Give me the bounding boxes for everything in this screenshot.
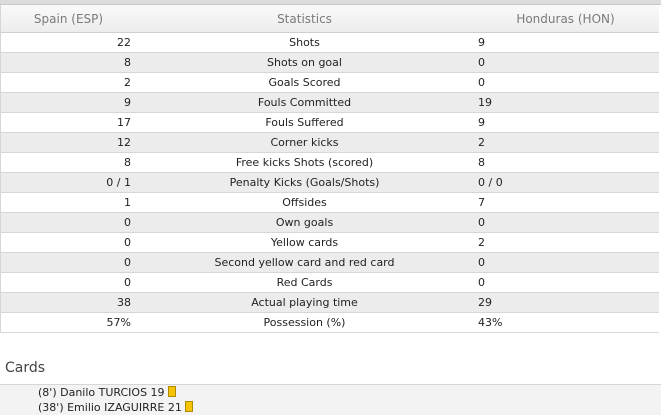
card-event-text: (38') Emilio IZAGUIRRE 21 xyxy=(38,401,182,414)
table-row: 2 Goals Scored 0 xyxy=(0,72,659,93)
away-value: 19 xyxy=(472,92,659,113)
table-row: 1 Offsides 7 xyxy=(0,192,659,213)
table-row: 0 Own goals 0 xyxy=(0,212,659,233)
away-value: 0 xyxy=(472,272,659,293)
match-statistics-table: Spain (ESP) Statistics Honduras (HON) 22… xyxy=(0,5,659,333)
card-event: (38') Emilio IZAGUIRRE 21 xyxy=(0,400,661,415)
stat-label: Yellow cards xyxy=(137,232,472,253)
table-row: 12 Corner kicks 2 xyxy=(0,132,659,153)
stat-label: Penalty Kicks (Goals/Shots) xyxy=(137,172,472,193)
stat-label: Second yellow card and red card xyxy=(137,252,472,273)
yellow-card-icon xyxy=(184,401,193,412)
home-value: 17 xyxy=(0,112,137,133)
table-border xyxy=(0,5,1,333)
table-row: 8 Shots on goal 0 xyxy=(0,52,659,73)
cards-list: (8') Danilo TURCIOS 19 (38') Emilio IZAG… xyxy=(0,384,661,415)
home-value: 0 xyxy=(0,252,137,273)
away-value: 9 xyxy=(472,32,659,53)
away-value: 0 xyxy=(472,212,659,233)
stat-label: Free kicks Shots (scored) xyxy=(137,152,472,173)
home-value: 0 xyxy=(0,232,137,253)
stat-label: Possession (%) xyxy=(137,312,472,333)
home-value: 0 xyxy=(0,272,137,293)
table-row: 8 Free kicks Shots (scored) 8 xyxy=(0,152,659,173)
top-divider xyxy=(0,0,661,5)
stat-label: Fouls Committed xyxy=(137,92,472,113)
away-value: 0 xyxy=(472,252,659,273)
home-value: 22 xyxy=(0,32,137,53)
table-row: 17 Fouls Suffered 9 xyxy=(0,112,659,133)
away-team-header: Honduras (HON) xyxy=(472,5,659,33)
table-row: 0 / 1 Penalty Kicks (Goals/Shots) 0 / 0 xyxy=(0,172,659,193)
away-value: 9 xyxy=(472,112,659,133)
away-value: 0 xyxy=(472,72,659,93)
stat-label: Goals Scored xyxy=(137,72,472,93)
card-event: (8') Danilo TURCIOS 19 xyxy=(0,385,661,400)
statistics-header: Statistics xyxy=(137,5,472,33)
table-row: 0 Red Cards 0 xyxy=(0,272,659,293)
home-value: 8 xyxy=(0,52,137,73)
stat-label: Own goals xyxy=(137,212,472,233)
away-value: 2 xyxy=(472,232,659,253)
table-row: 57% Possession (%) 43% xyxy=(0,312,659,333)
home-value: 2 xyxy=(0,72,137,93)
home-team-header: Spain (ESP) xyxy=(0,5,137,33)
table-header-row: Spain (ESP) Statistics Honduras (HON) xyxy=(0,5,659,33)
stat-label: Actual playing time xyxy=(137,292,472,313)
stat-label: Shots xyxy=(137,32,472,53)
home-value: 38 xyxy=(0,292,137,313)
cards-heading: Cards xyxy=(5,360,46,376)
table-row: 9 Fouls Committed 19 xyxy=(0,92,659,113)
table-row: 38 Actual playing time 29 xyxy=(0,292,659,313)
home-value: 9 xyxy=(0,92,137,113)
card-event-text: (8') Danilo TURCIOS 19 xyxy=(38,386,165,399)
stat-label: Shots on goal xyxy=(137,52,472,73)
away-value: 29 xyxy=(472,292,659,313)
home-value: 8 xyxy=(0,152,137,173)
stat-label: Offsides xyxy=(137,192,472,213)
table-row: 0 Yellow cards 2 xyxy=(0,232,659,253)
stat-label: Fouls Suffered xyxy=(137,112,472,133)
stat-label: Corner kicks xyxy=(137,132,472,153)
away-value: 7 xyxy=(472,192,659,213)
away-value: 8 xyxy=(472,152,659,173)
table-row: 22 Shots 9 xyxy=(0,32,659,53)
home-value: 0 / 1 xyxy=(0,172,137,193)
home-value: 12 xyxy=(0,132,137,153)
yellow-card-icon xyxy=(167,386,176,397)
away-value: 2 xyxy=(472,132,659,153)
home-value: 57% xyxy=(0,312,137,333)
home-value: 1 xyxy=(0,192,137,213)
away-value: 43% xyxy=(472,312,659,333)
stat-label: Red Cards xyxy=(137,272,472,293)
away-value: 0 / 0 xyxy=(472,172,659,193)
away-value: 0 xyxy=(472,52,659,73)
table-row: 0 Second yellow card and red card 0 xyxy=(0,252,659,273)
home-value: 0 xyxy=(0,212,137,233)
